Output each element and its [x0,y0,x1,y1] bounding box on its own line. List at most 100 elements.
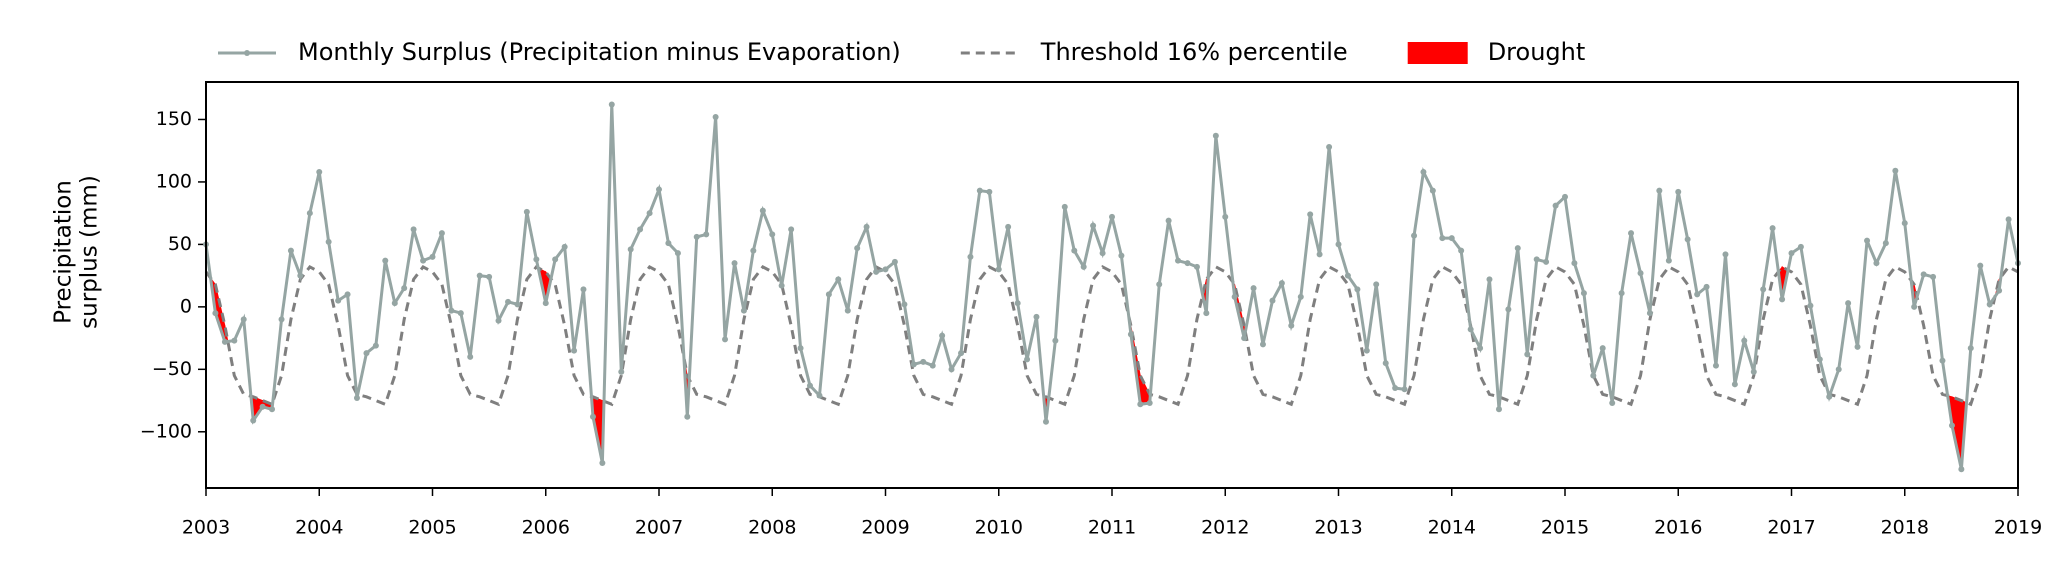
point [1712,362,1719,369]
point [1467,326,1474,333]
point [391,300,398,307]
point [1420,168,1427,175]
point [401,285,408,292]
point [240,316,247,323]
point [1939,357,1946,364]
point [1854,343,1861,350]
point [637,226,644,233]
point [1637,270,1644,277]
point [410,226,417,233]
point [1807,302,1814,309]
point [1222,213,1229,220]
series-line [204,264,2019,407]
point [1373,281,1380,288]
point [1760,286,1767,293]
point [1175,257,1182,264]
point [259,403,266,410]
point [1948,422,1955,429]
point [1958,466,1965,473]
legend-swatch [1407,42,1468,64]
point [684,413,691,420]
point [1684,236,1691,243]
point [1118,252,1125,259]
point [731,260,738,267]
point [1307,211,1314,218]
point [1005,223,1012,230]
point [1477,345,1484,352]
point [1986,301,1993,308]
point [740,307,747,314]
point [353,395,360,402]
point [1486,276,1493,283]
point [382,257,389,264]
point [1278,280,1285,287]
x-tick-label: 2010 [975,517,1023,539]
point [891,258,898,265]
x-tick-label: 2017 [1767,517,1815,539]
point [1741,337,1748,344]
point [920,358,927,365]
point [467,353,474,360]
point [863,223,870,230]
plot-frame [205,81,2019,489]
point [1061,203,1068,210]
point [335,297,342,304]
point [939,332,946,339]
point [1448,235,1455,242]
point [1033,313,1040,320]
point [1297,293,1304,300]
point [1127,331,1134,338]
point [372,342,379,349]
x-tick-label: 2008 [748,517,796,539]
point [1533,256,1540,263]
point [297,272,304,279]
point [542,300,549,307]
point [1146,400,1153,407]
legend-label: Drought [1488,38,1586,66]
point [910,361,917,368]
point [1930,273,1937,280]
point [306,210,313,217]
point [665,240,672,247]
point [1646,310,1653,317]
point [457,310,464,317]
point [495,317,502,324]
point [1071,247,1078,254]
point [1845,300,1852,307]
y-axis-label: Precipitation [51,180,77,324]
x-tick-label: 2007 [635,517,683,539]
point [1901,220,1908,227]
point [1826,393,1833,400]
point [712,113,719,120]
point [1571,260,1578,267]
point [1193,263,1200,270]
point [316,168,323,175]
point [948,366,955,373]
point [816,392,823,399]
point [1967,345,1974,352]
point [1505,306,1512,313]
point [608,101,615,108]
point [1495,406,1502,413]
point [1665,257,1672,264]
point [1090,222,1097,229]
x-tick-label: 2011 [1088,517,1136,539]
point [967,253,974,260]
point [448,307,455,314]
point [797,345,804,352]
point [1099,250,1106,257]
point [1835,366,1842,373]
point [995,266,1002,273]
x-tick-label: 2014 [1428,517,1476,539]
y-tick-label: 0 [180,295,192,317]
point [1241,335,1248,342]
x-tick-label: 2004 [295,517,343,539]
point [420,257,427,264]
point [646,210,653,217]
point [1014,300,1021,307]
point [287,247,294,254]
point [1552,202,1559,209]
point [580,286,587,293]
point [1618,290,1625,297]
point [1203,310,1210,317]
